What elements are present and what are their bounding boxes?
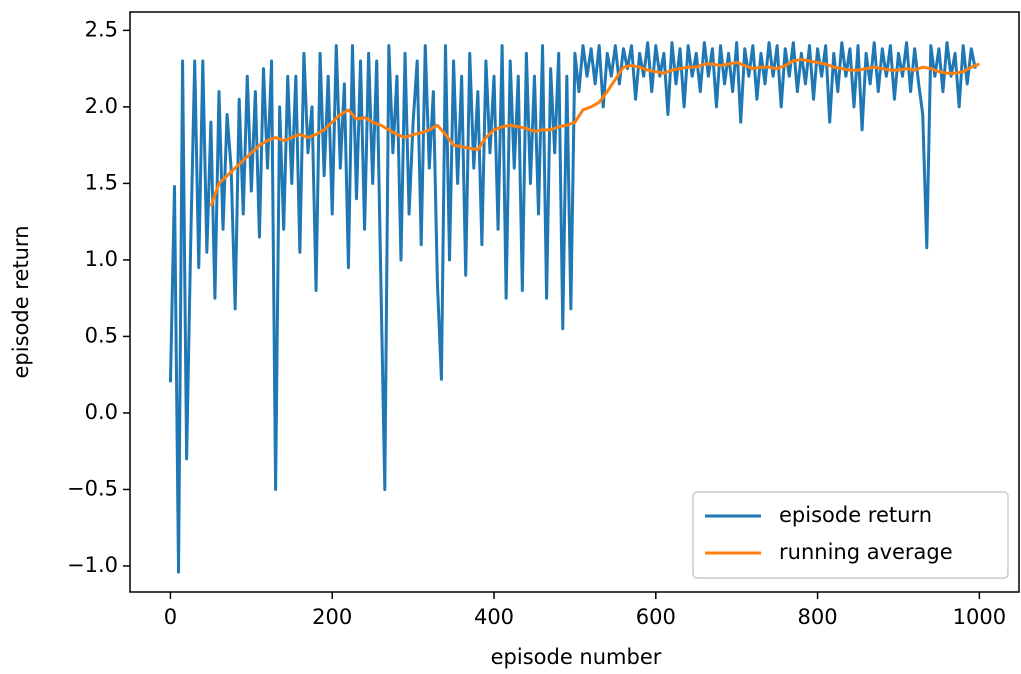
y-tick-label: 2.5 [85,17,118,41]
y-tick-label: −0.5 [67,476,118,500]
y-axis-label: episode return [9,225,33,378]
x-tick-label: 0 [164,605,177,629]
x-tick-label: 200 [312,605,352,629]
x-tick-label: 800 [798,605,838,629]
y-tick-label: 1.5 [85,170,118,194]
plot-frame [129,11,1020,593]
x-tick-label: 400 [474,605,514,629]
y-tick-label: −1.0 [67,553,118,577]
y-tick-label: 0.5 [85,323,118,347]
legend-label: running average [779,540,953,564]
x-tick-label: 1000 [953,605,1006,629]
legend-label: episode return [779,503,932,527]
series-line [209,57,980,207]
legend-box [692,491,1009,579]
x-tick-label: 600 [636,605,676,629]
series-line [168,41,977,574]
y-tick-label: 2.0 [85,94,118,118]
y-tick-label: 0.0 [85,400,118,424]
x-axis-label: episode number [491,645,662,669]
y-tick-label: 1.0 [85,247,118,271]
